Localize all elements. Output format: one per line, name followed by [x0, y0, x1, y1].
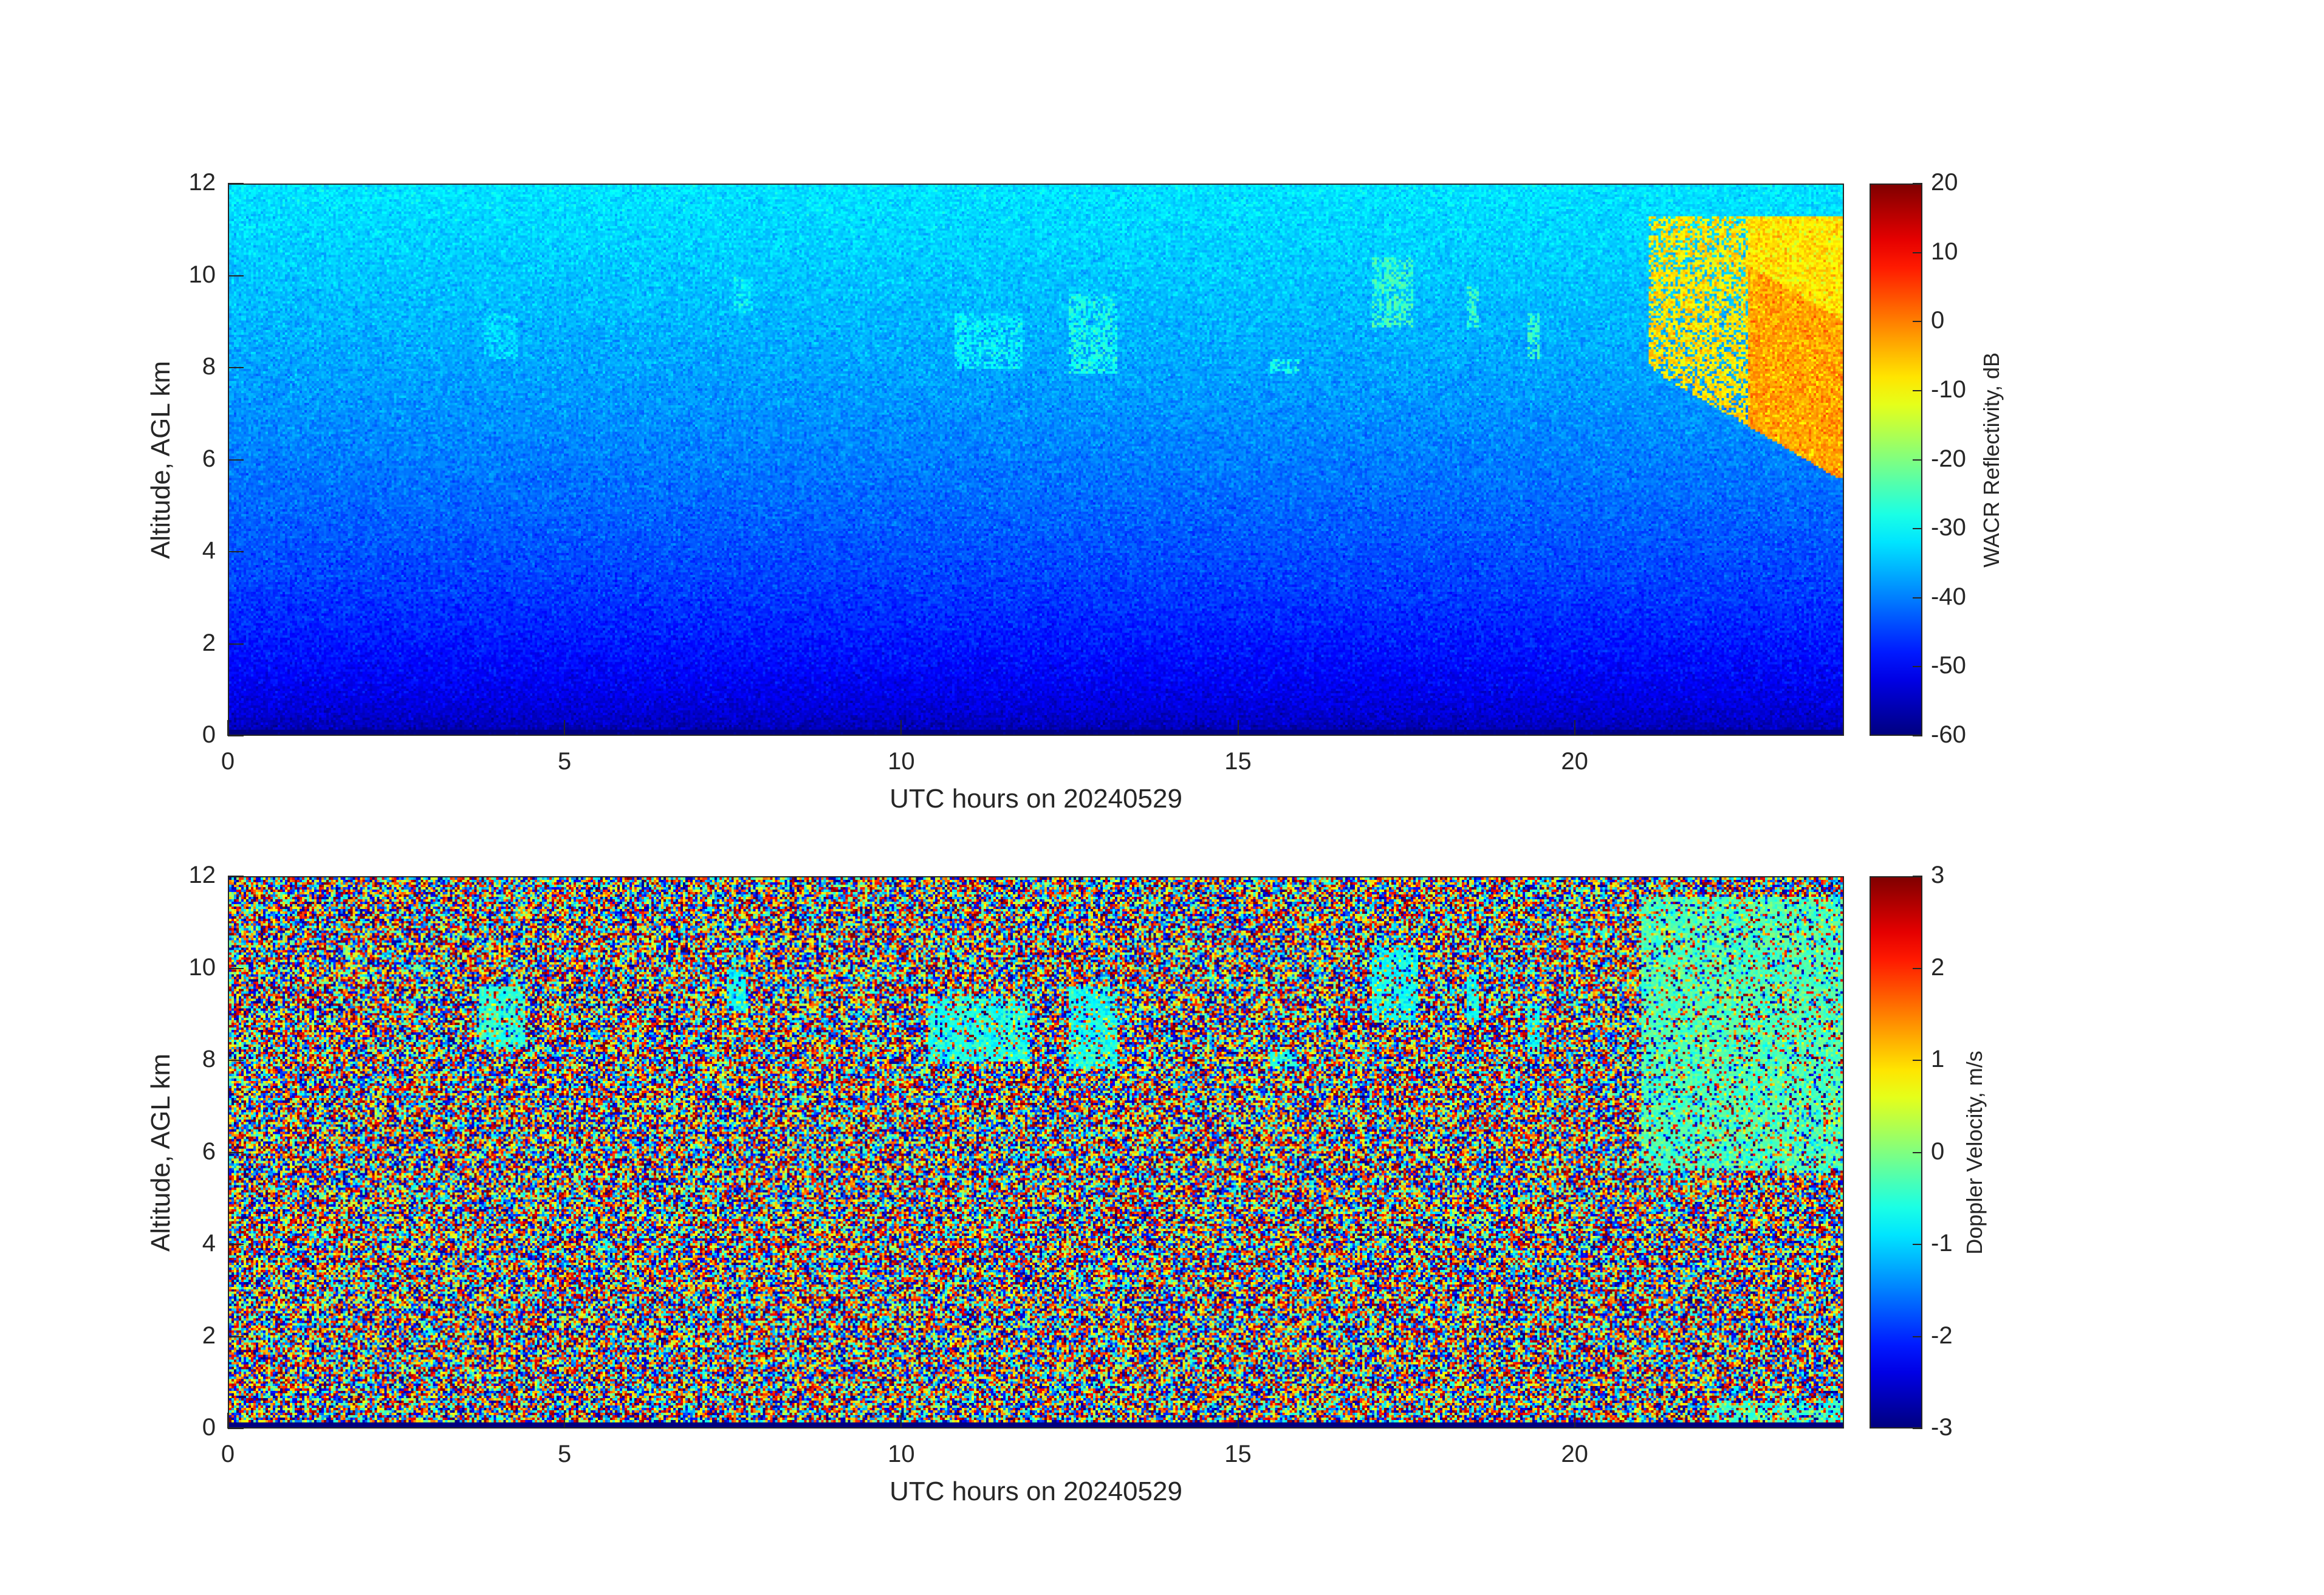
reflectivity-colorbar-tick-label: -10 [1931, 376, 1966, 403]
velocity-canvas [229, 877, 1843, 1427]
reflectivity-colorbar-tick [1913, 459, 1922, 461]
reflectivity-ytick-label: 4 [202, 537, 216, 564]
reflectivity-colorbar-tick [1913, 597, 1922, 599]
velocity-xtick [564, 1413, 566, 1429]
velocity-ytick-label: 0 [202, 1414, 216, 1441]
reflectivity-ytick [228, 459, 244, 461]
velocity-ytick [228, 876, 244, 877]
reflectivity-ytick-label: 8 [202, 353, 216, 380]
reflectivity-colorbar-tick-label: -60 [1931, 721, 1966, 748]
velocity-xtick-label: 0 [221, 1441, 235, 1467]
velocity-ylabel: Altitude, AGL km [146, 1053, 176, 1252]
reflectivity-ytick [228, 275, 244, 276]
velocity-colorbar-tick-label: -1 [1931, 1230, 1953, 1257]
velocity-ytick [228, 1060, 244, 1061]
velocity-xtick [900, 1413, 902, 1429]
velocity-colorbar-tick-label: 1 [1931, 1046, 1945, 1072]
reflectivity-ytick [228, 367, 244, 368]
reflectivity-colorbar-tick [1913, 389, 1922, 391]
velocity-colorbar-tick-label: 2 [1931, 953, 1945, 981]
velocity-xtick-label: 10 [888, 1441, 915, 1467]
reflectivity-ytick [228, 183, 244, 184]
velocity-ytick-label: 6 [202, 1137, 216, 1165]
reflectivity-colorbar-tick [1913, 528, 1922, 530]
velocity-xtick-label: 15 [1224, 1441, 1252, 1467]
reflectivity-xtick-label: 20 [1561, 748, 1588, 775]
reflectivity-colorbar-tick-label: 0 [1931, 307, 1945, 334]
velocity-colorbar-tick [1913, 876, 1922, 877]
velocity-ytick-label: 8 [202, 1046, 216, 1072]
velocity-colorbar-tick [1913, 1244, 1922, 1245]
velocity-xlabel: UTC hours on 20240529 [889, 1477, 1182, 1506]
velocity-colorbar-tick-label: 0 [1931, 1137, 1945, 1165]
velocity-ytick [228, 1244, 244, 1245]
velocity-ytick [228, 1151, 244, 1153]
velocity-colorbar-label: Doppler Velocity, m/s [1962, 1051, 1987, 1255]
reflectivity-xlabel: UTC hours on 20240529 [889, 784, 1182, 814]
reflectivity-xtick-label: 5 [558, 748, 572, 775]
velocity-xtick [1574, 1413, 1575, 1429]
reflectivity-colorbar-tick [1913, 666, 1922, 668]
reflectivity-ylabel: Altitude, AGL km [146, 360, 176, 560]
reflectivity-canvas [229, 185, 1843, 735]
reflectivity-colorbar-tick-label: -50 [1931, 652, 1966, 679]
velocity-colorbar-tick [1913, 1060, 1922, 1061]
reflectivity-ytick-label: 6 [202, 445, 216, 472]
reflectivity-colorbar-tick [1913, 252, 1922, 253]
reflectivity-heatmap [228, 184, 1844, 736]
velocity-ytick-label: 2 [202, 1322, 216, 1349]
reflectivity-colorbar-tick [1913, 321, 1922, 323]
reflectivity-ytick-label: 10 [188, 261, 216, 288]
velocity-colorbar-tick [1913, 1151, 1922, 1153]
reflectivity-colorbar-tick [1913, 183, 1922, 184]
reflectivity-ytick-label: 0 [202, 721, 216, 748]
reflectivity-colorbar-tick-label: -30 [1931, 514, 1966, 541]
velocity-ytick [228, 1428, 244, 1429]
velocity-ytick-label: 4 [202, 1230, 216, 1257]
velocity-colorbar-tick [1913, 1336, 1922, 1337]
reflectivity-ytick [228, 551, 244, 552]
reflectivity-xtick-label: 10 [888, 748, 915, 775]
reflectivity-colorbar-tick-label: -20 [1931, 445, 1966, 472]
velocity-colorbar-tick [1913, 1428, 1922, 1429]
reflectivity-ytick-label: 12 [188, 169, 216, 196]
velocity-colorbar-tick-label: -2 [1931, 1322, 1953, 1349]
velocity-colorbar-tick-label: 3 [1931, 862, 1945, 888]
reflectivity-ytick [228, 735, 244, 736]
reflectivity-colorbar-tick-label: 10 [1931, 238, 1958, 265]
reflectivity-xtick [227, 720, 228, 736]
reflectivity-xtick [564, 720, 566, 736]
reflectivity-xtick [900, 720, 902, 736]
velocity-ytick-label: 10 [188, 953, 216, 981]
velocity-colorbar-tick-label: -3 [1931, 1414, 1953, 1441]
reflectivity-xtick-label: 15 [1224, 748, 1252, 775]
velocity-xtick-label: 20 [1561, 1441, 1588, 1467]
reflectivity-ytick-label: 2 [202, 629, 216, 656]
reflectivity-xtick [1237, 720, 1239, 736]
reflectivity-colorbar-tick [1913, 735, 1922, 736]
velocity-ytick [228, 1336, 244, 1337]
velocity-ytick-label: 12 [188, 862, 216, 888]
reflectivity-xtick [1574, 720, 1575, 736]
reflectivity-colorbar-tick-label: 20 [1931, 169, 1958, 196]
velocity-xtick [227, 1413, 228, 1429]
velocity-heatmap [228, 876, 1844, 1429]
reflectivity-colorbar-tick-label: -40 [1931, 583, 1966, 610]
reflectivity-xtick-label: 0 [221, 748, 235, 775]
velocity-xtick-label: 5 [558, 1441, 572, 1467]
velocity-colorbar-tick [1913, 967, 1922, 969]
reflectivity-colorbar-label: WACR Reflectivity, dB [1979, 352, 2004, 568]
velocity-xtick [1237, 1413, 1239, 1429]
reflectivity-ytick [228, 643, 244, 645]
velocity-ytick [228, 967, 244, 969]
